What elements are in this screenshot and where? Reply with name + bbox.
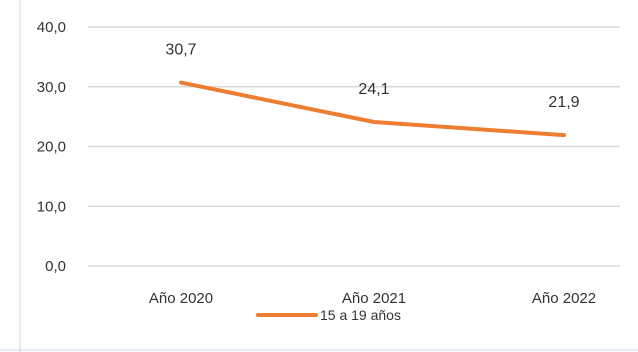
data-label: 24,1 <box>358 81 389 98</box>
data-label: 21,9 <box>548 94 579 111</box>
x-tick-label: Año 2022 <box>532 290 596 307</box>
y-tick-label: 20,0 <box>37 139 66 156</box>
y-tick-label: 10,0 <box>37 198 66 215</box>
y-tick-label: 40,0 <box>37 19 66 36</box>
y-axis: 0,0 10,0 20,0 30,0 40,0 <box>37 19 66 275</box>
data-labels: 30,7 24,1 21,9 <box>165 42 579 112</box>
x-tick-label: Año 2020 <box>149 290 213 307</box>
y-tick-label: 30,0 <box>37 79 66 96</box>
legend-label: 15 a 19 años <box>320 307 401 323</box>
y-tick-label: 0,0 <box>45 258 66 275</box>
x-axis: Año 2020 Año 2021 Año 2022 <box>149 290 596 307</box>
legend: 15 a 19 años <box>256 307 401 323</box>
data-label: 30,7 <box>165 42 196 59</box>
grid-lines <box>88 26 620 267</box>
series-layer <box>179 80 566 138</box>
x-tick-label: Año 2021 <box>342 290 406 307</box>
